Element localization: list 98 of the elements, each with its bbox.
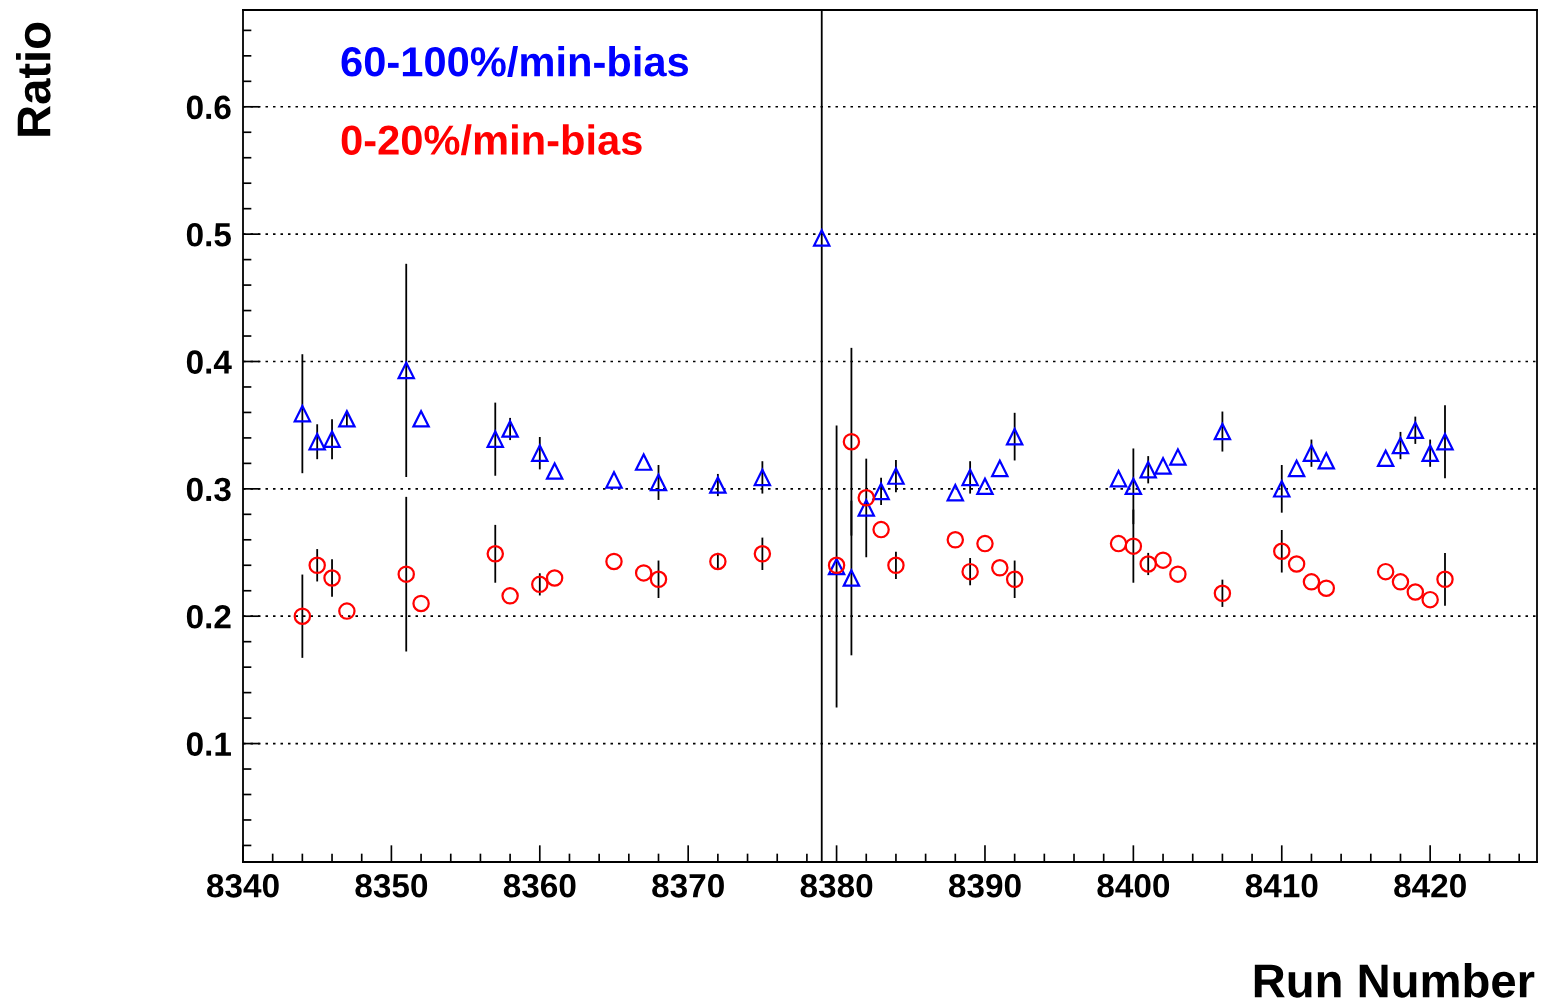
point (1213, 584, 1232, 603)
point (961, 468, 979, 487)
point (531, 444, 549, 462)
point (412, 410, 430, 428)
point (293, 404, 312, 423)
point (1139, 555, 1157, 573)
point (1213, 422, 1232, 441)
point (1317, 579, 1336, 597)
point (842, 569, 861, 587)
point (812, 229, 831, 247)
point (857, 499, 876, 517)
point (1273, 542, 1291, 560)
point (486, 430, 505, 448)
x-axis-title: Run Number (1254, 962, 1535, 998)
y-axis-title: Ratio (15, 22, 51, 136)
point (293, 607, 312, 625)
point (753, 468, 772, 487)
point (1109, 534, 1128, 553)
x-tick-label: 8350 (355, 873, 428, 898)
point (545, 462, 564, 480)
point (946, 483, 965, 502)
point (1317, 452, 1336, 470)
point (308, 432, 326, 451)
point (605, 552, 623, 571)
point (976, 477, 994, 496)
point (1391, 436, 1410, 455)
point (545, 569, 564, 587)
point (338, 602, 356, 620)
y-tick-label: 0.5 (186, 222, 231, 247)
x-tick-label: 8340 (206, 873, 279, 898)
point (872, 482, 890, 501)
point (961, 562, 979, 581)
point (1124, 537, 1143, 555)
point (976, 534, 994, 553)
point (1421, 590, 1439, 609)
y-tick-label: 0.1 (186, 732, 231, 756)
point (531, 575, 549, 594)
point (1406, 421, 1425, 440)
point (1376, 562, 1395, 581)
point (1154, 457, 1172, 475)
point (605, 471, 623, 489)
point (709, 476, 727, 494)
point (397, 361, 415, 380)
y-tick-label: 0.3 (186, 477, 231, 502)
point (1169, 565, 1187, 583)
point (1302, 573, 1321, 591)
point (1005, 427, 1024, 446)
point (753, 545, 772, 563)
point (323, 569, 341, 587)
point (872, 520, 890, 539)
point (1139, 461, 1157, 479)
x-tick-label: 8360 (503, 873, 576, 898)
point (887, 467, 905, 485)
point (991, 559, 1009, 577)
x-tick-label: 8400 (1097, 873, 1170, 898)
point (323, 430, 341, 448)
point (308, 556, 326, 575)
point (857, 489, 876, 507)
point (1273, 480, 1291, 498)
point (1376, 449, 1395, 468)
point (501, 420, 519, 438)
point (842, 432, 861, 451)
y-tick-label: 0.2 (186, 605, 231, 629)
point (1436, 570, 1454, 589)
point (1005, 570, 1024, 589)
point (649, 473, 668, 492)
text: 0-20%/min-bias (341, 124, 642, 156)
x-tick-label: 8390 (948, 873, 1021, 898)
point (634, 453, 653, 471)
point (501, 587, 519, 605)
point (1421, 444, 1439, 462)
point (1287, 459, 1306, 478)
y-tick-label: 0.6 (186, 95, 231, 120)
point (338, 410, 356, 428)
point (397, 565, 415, 583)
point (412, 594, 430, 613)
point (1406, 583, 1425, 601)
point (1302, 444, 1321, 462)
y-tick-label: 0.4 (186, 350, 232, 374)
x-tick-label: 8380 (800, 873, 873, 898)
point (649, 570, 668, 589)
x-tick-label: 8410 (1245, 873, 1318, 898)
point (1436, 432, 1454, 451)
point (1109, 469, 1128, 488)
point (1154, 551, 1172, 569)
point (946, 531, 965, 549)
point (1169, 448, 1187, 466)
point (1391, 573, 1410, 591)
point (887, 556, 905, 575)
point (634, 564, 653, 582)
point (1287, 555, 1306, 573)
x-tick-label: 8370 (652, 873, 724, 898)
point (486, 545, 505, 563)
point (1124, 477, 1143, 496)
text: 60-100%/min-bias (341, 45, 689, 77)
point (991, 459, 1009, 478)
x-tick-label: 8420 (1394, 873, 1466, 898)
point (709, 552, 727, 571)
